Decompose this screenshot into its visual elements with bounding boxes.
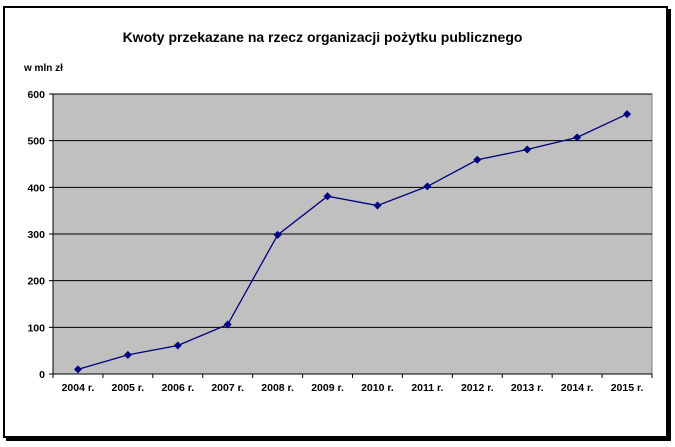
y-tick-label: 0 xyxy=(39,369,45,381)
x-tick-label: 2007 r. xyxy=(211,382,244,394)
x-tick-label: 2011 r. xyxy=(411,382,443,394)
y-tick-label: 300 xyxy=(27,229,45,241)
y-tick-label: 200 xyxy=(27,276,45,288)
x-tick-label: 2006 r. xyxy=(161,382,194,394)
grid-lines xyxy=(53,93,652,328)
x-tick-label: 2008 r. xyxy=(261,382,294,394)
data-point xyxy=(523,145,532,154)
y-tick-labels: 0 100 200 300 400 500 600 xyxy=(27,89,45,381)
data-point xyxy=(623,110,632,119)
x-tick-label: 2009 r. xyxy=(311,382,344,394)
chart-title: Kwoty przekazane na rzecz organizacji po… xyxy=(122,29,523,45)
data-point xyxy=(423,182,432,191)
x-tick-labels: 2004 r. 2005 r. 2006 r. 2007 r. 2008 r. 2009 … xyxy=(62,382,644,394)
y-axis-label: w mln zł xyxy=(24,63,63,74)
x-tick-label: 2014 r. xyxy=(561,382,594,394)
data-point xyxy=(473,155,482,164)
x-tick-label: 2012 r. xyxy=(461,382,494,394)
x-tick-label: 2004 r. xyxy=(62,382,95,394)
data-point xyxy=(173,341,182,350)
y-tick-label: 400 xyxy=(27,182,45,194)
data-markers xyxy=(73,110,632,374)
data-point xyxy=(373,201,382,210)
axes xyxy=(49,93,653,378)
data-point xyxy=(73,365,82,374)
x-tick-label: 2015 r. xyxy=(611,382,644,394)
data-point xyxy=(323,192,332,201)
x-tick-label: 2005 r. xyxy=(112,382,145,394)
data-point xyxy=(223,320,232,329)
x-tick-label: 2013 r. xyxy=(511,382,544,394)
y-tick-label: 500 xyxy=(27,136,45,148)
data-point xyxy=(123,350,132,359)
y-tick-label: 100 xyxy=(27,322,45,334)
y-tick-label: 600 xyxy=(27,89,45,101)
x-tick-label: 2010 r. xyxy=(361,382,394,394)
series-line xyxy=(77,113,628,370)
data-point xyxy=(573,133,582,142)
data-point xyxy=(273,230,282,239)
